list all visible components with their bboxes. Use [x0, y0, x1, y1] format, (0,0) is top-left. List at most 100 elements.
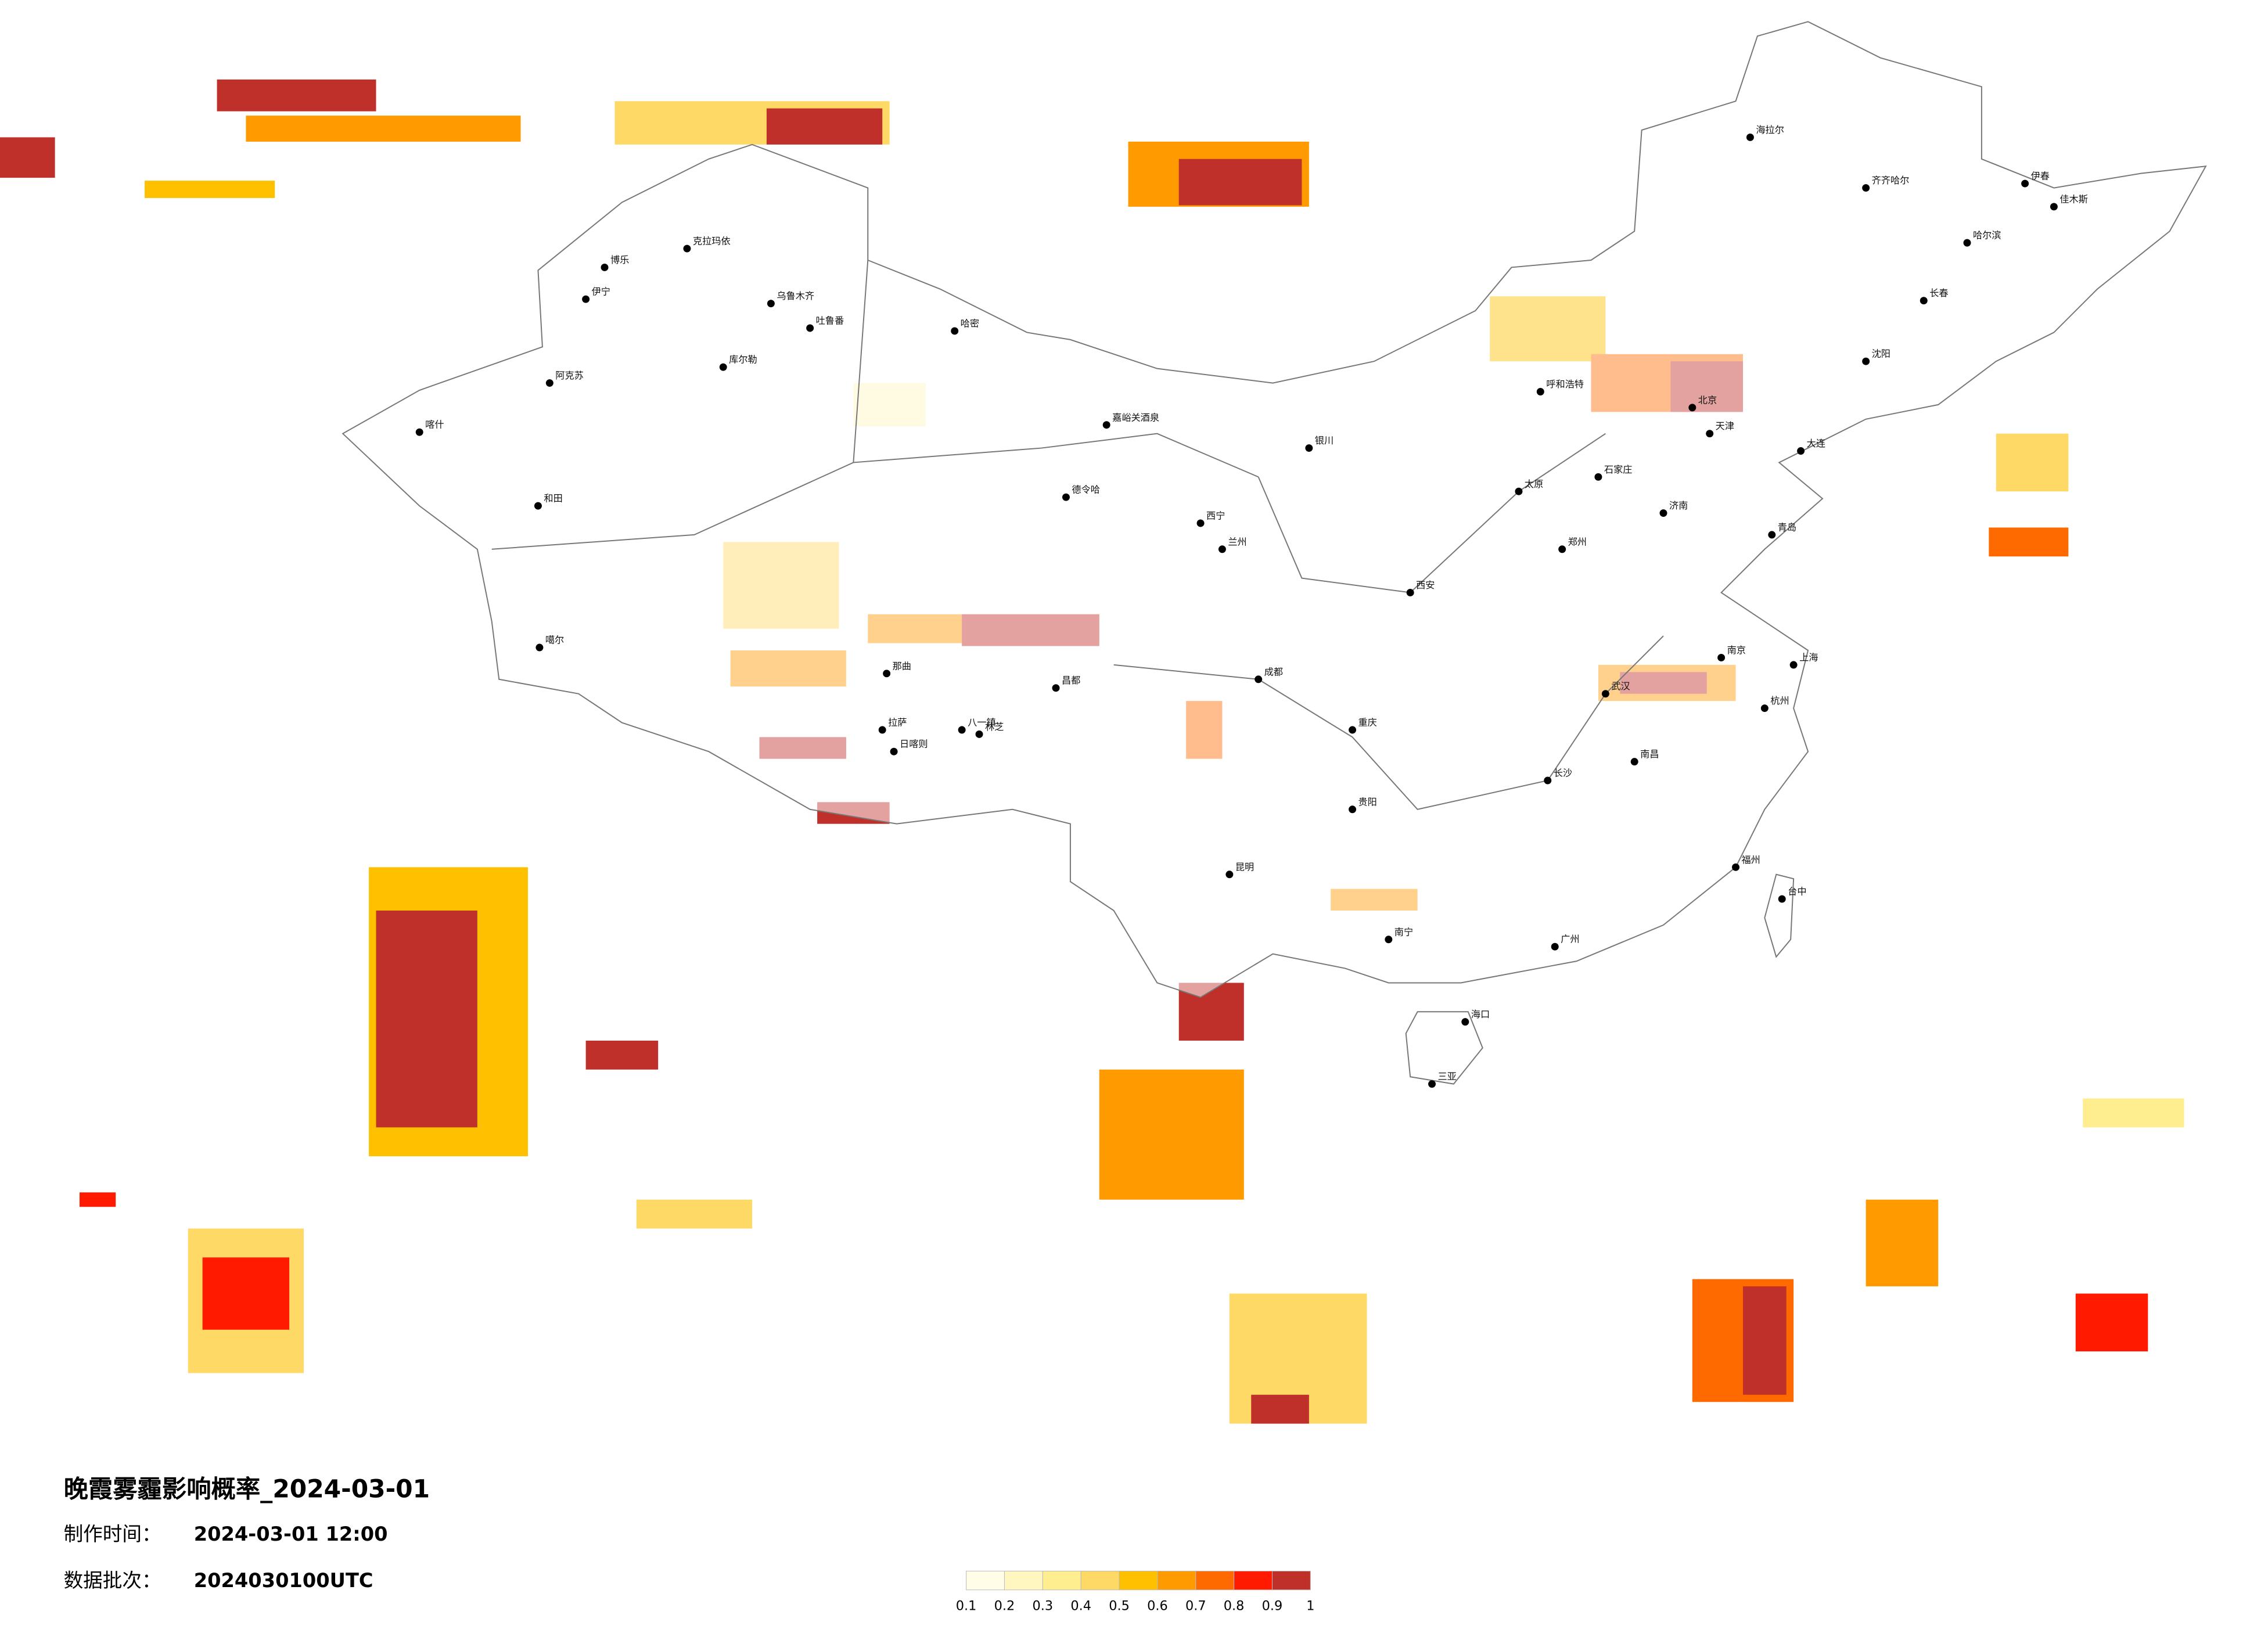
legend-tick-label: 0.5 — [1109, 1599, 1130, 1614]
city-dot — [958, 726, 966, 734]
city-dot — [1768, 531, 1776, 539]
legend-swatch — [1080, 1570, 1120, 1591]
city-label: 昆明 — [1235, 861, 1254, 872]
legend-tick-label: 0.6 — [1147, 1599, 1168, 1614]
city-label: 武汉 — [1611, 681, 1630, 692]
city-label: 噶尔 — [545, 635, 564, 646]
city-dot — [1760, 704, 1769, 713]
city-dot — [1305, 444, 1313, 452]
city-dot — [1601, 690, 1609, 698]
city-label: 库尔勒 — [729, 354, 757, 365]
haze-patch — [1742, 1286, 1787, 1395]
city-dot — [1558, 545, 1566, 553]
legend-swatch — [1004, 1570, 1043, 1591]
map-title: 晚霞雾霾影响概率_2024-03-01 — [64, 1475, 430, 1503]
city-label: 北京 — [1698, 394, 1717, 405]
city-dot — [1551, 942, 1559, 951]
city-label: 哈密 — [961, 318, 979, 329]
city-label: 伊宁 — [592, 286, 610, 297]
city-label: 上海 — [1799, 652, 1818, 663]
city-label: 大连 — [1807, 438, 1825, 449]
haze-patch — [376, 911, 477, 1128]
hainan-outline — [1405, 1011, 1483, 1085]
city-dot — [601, 263, 609, 271]
city-dot — [1406, 588, 1414, 596]
haze-patch — [585, 1041, 659, 1070]
legend-tick-label: 0.4 — [1070, 1599, 1091, 1614]
legend-swatch — [1234, 1570, 1273, 1591]
legend-tick-label: 0.1 — [956, 1599, 977, 1614]
legend-tick-label: 0.2 — [994, 1599, 1015, 1614]
city-label: 台中 — [1788, 886, 1806, 897]
city-dot — [1515, 487, 1523, 495]
city-dot — [806, 324, 814, 332]
city-dot — [719, 363, 727, 371]
province-lines — [491, 260, 1664, 810]
city-label: 南京 — [1727, 645, 1746, 656]
city-dot — [534, 502, 542, 510]
city-dot — [1732, 863, 1739, 871]
legend-tick-label: 0.8 — [1224, 1599, 1245, 1614]
city-label: 重庆 — [1358, 717, 1377, 728]
haze-patch — [79, 1192, 116, 1207]
haze-patch — [2075, 1293, 2148, 1352]
city-dot — [1218, 545, 1226, 553]
city-dot — [535, 643, 544, 652]
city-label: 克拉玛依 — [693, 236, 731, 247]
city-dot — [683, 244, 691, 253]
city-label: 银川 — [1315, 435, 1334, 446]
legend-tick-label: 0.3 — [1033, 1599, 1054, 1614]
city-dot — [1544, 776, 1552, 785]
city-label: 博乐 — [610, 254, 629, 265]
boundaries — [342, 21, 2207, 1085]
city-label: 福州 — [1741, 854, 1760, 865]
city-dot — [1659, 509, 1667, 517]
city-dot — [2050, 203, 2058, 211]
city-dot — [1706, 430, 1714, 438]
city-label: 佳木斯 — [2059, 193, 2088, 204]
city-label: 哈尔滨 — [1973, 230, 2001, 241]
city-dot — [1062, 493, 1070, 501]
city-label: 乌鲁木齐 — [777, 290, 814, 301]
batch-label: 数据批次： — [64, 1569, 161, 1592]
city-dot — [975, 730, 983, 738]
city-dot — [1225, 870, 1234, 879]
city-dot — [1789, 661, 1798, 669]
city-label: 济南 — [1669, 500, 1688, 511]
city-dot — [1594, 473, 1602, 481]
haze-patch — [1996, 433, 2069, 492]
city-dot — [1746, 133, 1754, 141]
city-label: 南宁 — [1394, 926, 1413, 937]
city-dot — [1428, 1080, 1436, 1088]
city-label: 南昌 — [1640, 749, 1659, 760]
city-label: 郑州 — [1568, 536, 1587, 547]
city-label: 杭州 — [1770, 695, 1789, 706]
legend-tick-label: 1 — [1306, 1599, 1314, 1614]
city-dot — [1349, 726, 1357, 734]
city-label: 三亚 — [1437, 1071, 1456, 1082]
city-dot — [1196, 519, 1205, 527]
legend-swatch — [1157, 1570, 1196, 1591]
haze-patch — [202, 1257, 290, 1330]
city-label: 和田 — [544, 493, 562, 504]
city-label: 天津 — [1716, 420, 1734, 431]
city-label: 青岛 — [1778, 521, 1796, 533]
legend-swatch — [966, 1570, 1005, 1591]
city-dot — [883, 670, 891, 678]
city-dot — [1920, 297, 1928, 305]
city-label: 那曲 — [893, 660, 911, 671]
haze-patch — [1178, 159, 1302, 206]
haze-patch — [1989, 527, 2069, 557]
city-dot — [1385, 936, 1393, 944]
city-label: 呼和浩特 — [1546, 379, 1584, 390]
city-label: 日喀则 — [900, 739, 928, 750]
city-label: 西安 — [1416, 580, 1435, 591]
taiwan-outline — [1764, 873, 1795, 958]
haze-patch — [1099, 1069, 1244, 1200]
city-label: 沈阳 — [1872, 348, 1890, 359]
city-label: 海口 — [1471, 1009, 1490, 1020]
city-dot — [1102, 421, 1110, 429]
